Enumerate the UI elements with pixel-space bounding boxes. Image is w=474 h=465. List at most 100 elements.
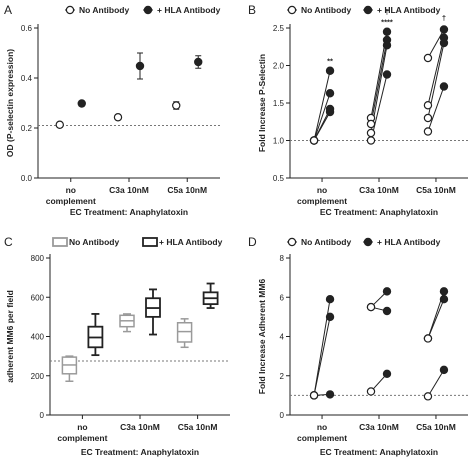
- y-tick-label: 8: [280, 254, 285, 263]
- data-point-no-antibody: [309, 136, 319, 145]
- data-point-no-antibody: [423, 53, 433, 63]
- data-point-hla-antibody: [382, 27, 392, 36]
- data-point-no-antibody: [366, 136, 376, 145]
- data-point-hla-antibody: [325, 295, 335, 304]
- data-point-no-antibody: [55, 120, 64, 129]
- data-point-no-antibody: [366, 128, 376, 138]
- y-tick-label: 4: [280, 333, 285, 342]
- y-tick-label: 1.5: [273, 99, 285, 108]
- data-point-hla-antibody: [382, 369, 392, 378]
- pair-connector: [313, 93, 331, 141]
- legend-marker-filled-circle: [363, 237, 373, 247]
- y-tick-label: 0.5: [273, 174, 285, 183]
- panel-letter: C: [4, 235, 13, 249]
- pair-connector: [370, 74, 388, 141]
- pair-connector: [427, 37, 445, 106]
- x-category-label: no complement: [46, 185, 96, 206]
- x-axis-title: EC Treatment: Anaphylatoxin: [320, 447, 438, 457]
- legend-marker-open-circle: [65, 5, 75, 15]
- data-point-hla-antibody: [325, 66, 335, 75]
- x-category-label: no complement: [57, 422, 107, 443]
- x-category-label: no complement: [297, 185, 347, 206]
- data-point-no-antibody: [423, 101, 433, 110]
- legend-label: No Antibody: [301, 237, 351, 247]
- legend-marker-open-circle: [287, 237, 297, 247]
- pair-connector: [427, 299, 445, 339]
- data-point-hla-antibody: [439, 25, 449, 34]
- data-point-no-antibody: [366, 302, 376, 312]
- legend-label: + HLA Antibody: [377, 237, 441, 247]
- data-point-hla-antibody: [439, 38, 449, 48]
- data-point-no-antibody: [366, 119, 376, 129]
- y-tick-label: 2.0: [273, 62, 285, 71]
- data-point-hla-antibody: [439, 287, 449, 296]
- y-axis-title: adherent MM6 per field: [5, 290, 15, 383]
- legend-marker-filled-circle: [363, 5, 373, 15]
- data-point-no-antibody: [113, 113, 123, 122]
- y-tick-label: 6: [280, 293, 285, 302]
- significance-marker: †: [385, 8, 389, 17]
- y-tick-label: 0.0: [21, 174, 33, 183]
- data-point-hla-antibody: [135, 61, 145, 71]
- panel-letter: B: [248, 3, 256, 17]
- data-point-no-antibody: [423, 392, 433, 401]
- legend-label: No Antibody: [301, 5, 351, 15]
- y-tick-label: 2.5: [273, 24, 285, 33]
- legend-label: No Antibody: [69, 237, 119, 247]
- data-point-hla-antibody: [325, 89, 335, 98]
- pair-connector: [427, 29, 445, 59]
- data-point-no-antibody: [366, 387, 376, 396]
- data-point-no-antibody: [172, 101, 181, 110]
- y-tick-label: 0: [280, 411, 285, 420]
- pair-connector: [370, 39, 388, 125]
- data-point-hla-antibody: [439, 295, 449, 304]
- y-axis-title: Fold Increase Adherent MM6: [257, 279, 267, 395]
- data-point-no-antibody: [423, 334, 433, 343]
- legend-marker-open-circle: [287, 5, 297, 15]
- panel-letter: D: [248, 235, 257, 249]
- x-category-label: C3a 10nM: [109, 185, 149, 195]
- legend-marker-filled-circle: [143, 5, 153, 15]
- legend-marker-box: [52, 237, 68, 247]
- data-point-hla-antibody: [382, 41, 392, 50]
- panel-d: 0 2 4 6 8 no complement C3a 10nM C5a 10nM EC Trea…: [248, 235, 468, 457]
- y-tick-label: 600: [31, 293, 45, 302]
- data-point-hla-antibody: [439, 365, 449, 375]
- y-axis-title: Fold Increase P-Selectin: [257, 54, 267, 152]
- panel-b: 0.5 1.0 1.5 2.0 2.5 no complement C3a 10nM C5a 1…: [248, 3, 468, 217]
- x-axis-title: EC Treatment: Anaphylatoxin: [320, 207, 438, 217]
- x-category-label: C5a 10nM: [416, 185, 456, 195]
- panel-letter: A: [4, 3, 12, 17]
- y-tick-label: 400: [31, 333, 45, 342]
- y-tick-label: 1.0: [273, 137, 285, 146]
- significance-marker: ****: [381, 17, 393, 26]
- panel-c: 0 200 400 600 800 no complement C3a 10nM C5a 10n…: [4, 235, 230, 457]
- data-point-hla-antibody: [382, 287, 392, 296]
- x-category-label: C3a 10nM: [359, 422, 399, 432]
- data-point-hla-antibody: [325, 107, 335, 117]
- data-point-no-antibody: [309, 391, 319, 400]
- significance-marker: **: [327, 56, 333, 65]
- box-no-antibody: [176, 322, 193, 343]
- data-point-hla-antibody: [325, 390, 335, 399]
- y-tick-label: 200: [31, 372, 45, 381]
- pair-connector: [313, 70, 331, 141]
- pair-connector: [313, 111, 331, 141]
- x-category-label: C5a 10nM: [178, 422, 218, 432]
- data-point-hla-antibody: [194, 57, 203, 67]
- legend-label: No Antibody: [79, 5, 129, 15]
- legend-label: + HLA Antibody: [157, 5, 221, 15]
- y-tick-label: 800: [31, 254, 45, 263]
- data-point-no-antibody: [423, 113, 433, 123]
- x-category-label: no complement: [297, 422, 347, 443]
- y-tick-label: 0.4: [21, 74, 33, 83]
- data-point-no-antibody: [423, 127, 433, 136]
- data-point-hla-antibody: [382, 306, 392, 316]
- significance-marker: †: [442, 14, 446, 23]
- legend-label: + HLA Antibody: [159, 237, 223, 247]
- x-category-label: C5a 10nM: [167, 185, 207, 195]
- y-tick-label: 2: [280, 372, 285, 381]
- x-axis-title: EC Treatment: Anaphylatoxin: [70, 207, 188, 217]
- legend-marker-box: [142, 237, 158, 247]
